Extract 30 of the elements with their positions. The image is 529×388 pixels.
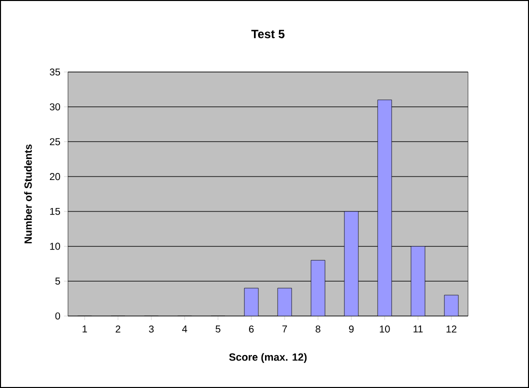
bar [444, 294, 459, 316]
x-tick-label: 1 [82, 326, 87, 332]
y-tick-label: 15 [50, 208, 60, 215]
x-tick-label: 5 [216, 326, 220, 332]
y-tick-label: 30 [50, 103, 60, 110]
chart-title: Test 5 [251, 30, 284, 38]
x-tick-label: 3 [148, 326, 154, 333]
bar [377, 100, 392, 316]
y-tick-label: 20 [50, 173, 60, 180]
x-tick-label: 8 [316, 326, 320, 333]
bar [277, 288, 292, 316]
x-tick-label: 10 [380, 326, 390, 333]
y-tick-label: 0 [55, 312, 60, 320]
x-tick-label: 7 [282, 326, 287, 332]
y-tick-label: 25 [50, 138, 60, 146]
x-tick-label: 6 [249, 326, 254, 333]
x-tick-label: 9 [349, 326, 354, 333]
x-axis-title: Score (max. 12) [229, 353, 307, 363]
bar [244, 288, 259, 316]
y-tick-label: 5 [55, 278, 60, 285]
x-tick-label: 12 [446, 326, 456, 332]
y-tick-label: 35 [50, 68, 60, 76]
bar [410, 246, 426, 316]
bar [344, 211, 359, 316]
bar [310, 260, 326, 316]
y-axis-title: Number of Students [24, 144, 32, 244]
y-tick-label: 10 [50, 242, 60, 250]
x-tick-label: 4 [182, 326, 188, 332]
x-tick-label: 2 [116, 326, 120, 332]
x-tick-label: 11 [414, 326, 423, 332]
